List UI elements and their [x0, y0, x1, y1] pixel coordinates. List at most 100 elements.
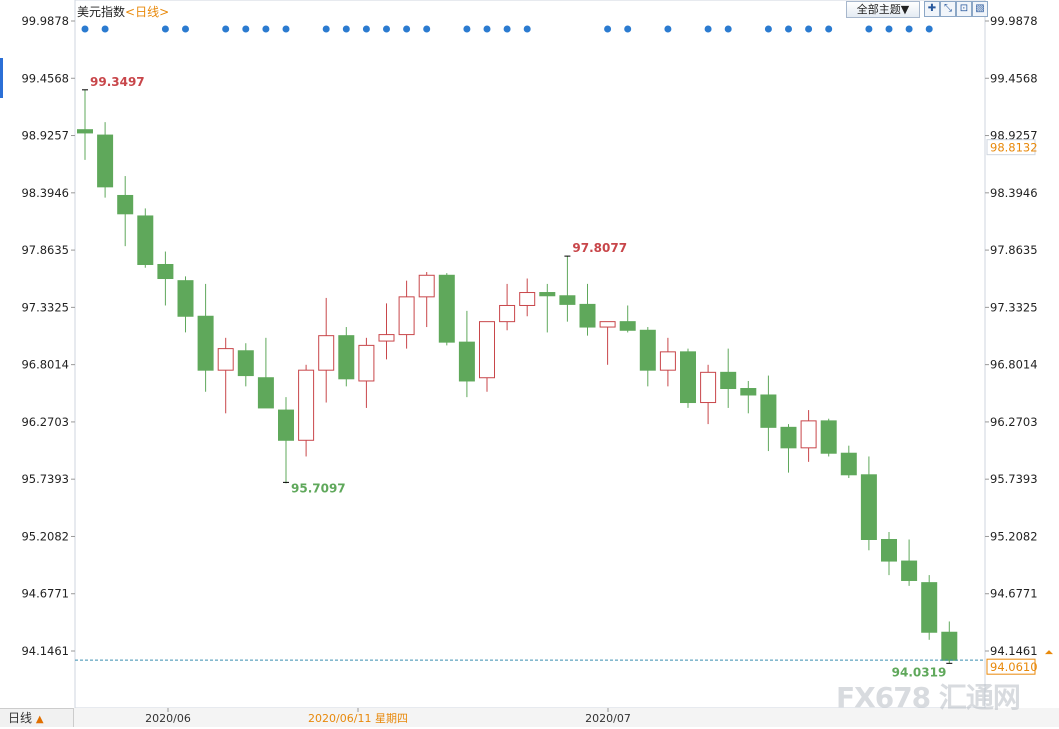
- candle-body: [117, 194, 134, 215]
- current-price-label: 94.0610: [990, 660, 1038, 674]
- event-dot[interactable]: [925, 25, 933, 33]
- event-dot[interactable]: [342, 25, 350, 33]
- candle-body: [278, 409, 294, 441]
- watermark-logo: FX678 汇通网: [836, 681, 1021, 714]
- y-tick-label-right: 98.9257: [990, 129, 1038, 143]
- event-dot[interactable]: [503, 25, 511, 33]
- candle-body: [157, 263, 174, 280]
- event-dot[interactable]: [785, 25, 792, 33]
- period-toggle-button[interactable]: 日线 ▲: [0, 708, 74, 727]
- crosshair-icon[interactable]: ✚: [924, 1, 940, 17]
- event-dot[interactable]: [764, 25, 772, 33]
- time-label: 2020/07: [585, 712, 631, 725]
- y-tick-label-left: 96.8014: [21, 358, 69, 372]
- y-tick-label-left: 97.3325: [21, 300, 69, 314]
- fit-icon[interactable]: ⊡: [956, 1, 972, 17]
- candle-body: [619, 321, 636, 331]
- candle-body: [840, 452, 857, 476]
- y-tick-label-left: 97.8635: [21, 243, 69, 257]
- event-dot[interactable]: [885, 25, 893, 33]
- event-dot[interactable]: [242, 25, 250, 33]
- current-price-box: [986, 658, 1036, 675]
- last-low-label: 94.0319: [892, 665, 947, 679]
- y-tick-label-right: 97.3325: [990, 300, 1038, 314]
- candle-body: [881, 538, 897, 562]
- candle-body: [398, 296, 415, 336]
- candle-body: [941, 631, 958, 661]
- event-dot[interactable]: [523, 25, 531, 33]
- y-tick-label-right: 98.3946: [990, 186, 1038, 200]
- y-tick-label-right: 97.8635: [990, 243, 1038, 257]
- candle-body: [358, 344, 375, 382]
- event-dot[interactable]: [403, 25, 411, 33]
- compare-icon[interactable]: ▧: [972, 1, 988, 17]
- y-tick-label-left: 94.6771: [21, 587, 69, 601]
- y-tick-label-left: 99.4568: [21, 71, 69, 85]
- y-tick-label-right: 96.2703: [990, 415, 1038, 429]
- event-dot[interactable]: [322, 25, 330, 33]
- candle-body: [479, 321, 495, 379]
- candle-body: [257, 377, 274, 409]
- event-dot[interactable]: [704, 25, 712, 33]
- y-tick-label-right: 96.8014: [990, 358, 1038, 372]
- instrument-name: 美元指数: [77, 5, 126, 19]
- extreme-label: 99.3497: [90, 75, 145, 89]
- theme-selector-button[interactable]: 全部主题▼: [846, 1, 920, 18]
- event-dot[interactable]: [101, 25, 109, 33]
- candle-body: [780, 426, 797, 449]
- candle-body: [860, 474, 877, 540]
- candle-body: [97, 134, 114, 188]
- event-dot[interactable]: [905, 25, 913, 33]
- y-tick-label-right: 94.6771: [990, 587, 1038, 601]
- y-tick-label-left: 95.7393: [21, 472, 69, 486]
- candle-body: [318, 335, 335, 371]
- candle-body: [217, 348, 234, 371]
- event-dot[interactable]: [825, 25, 833, 33]
- event-dot[interactable]: [483, 25, 491, 33]
- period-label[interactable]: <日线>: [125, 5, 170, 19]
- candle-body: [901, 560, 918, 581]
- candle-body: [720, 371, 737, 390]
- candle-body: [519, 292, 536, 306]
- candle-body: [338, 335, 355, 380]
- time-label: 2020/06/11 星期四: [308, 712, 408, 725]
- candle-body: [820, 420, 837, 454]
- left-accent-bar: [0, 58, 3, 98]
- event-dot[interactable]: [604, 25, 612, 33]
- event-dot[interactable]: [222, 25, 230, 33]
- candle-body: [197, 315, 214, 371]
- event-dot[interactable]: [262, 25, 270, 33]
- event-dot[interactable]: [362, 25, 370, 33]
- event-dot[interactable]: [664, 25, 672, 33]
- event-dot[interactable]: [423, 25, 431, 33]
- y-tick-label-right: 99.4568: [990, 71, 1038, 85]
- event-dot[interactable]: [463, 25, 471, 33]
- candle-body: [740, 388, 757, 396]
- candle-body: [921, 582, 938, 633]
- event-dot[interactable]: [724, 25, 732, 33]
- candle-body: [458, 341, 475, 382]
- reference-price-label: 98.8132: [990, 141, 1038, 155]
- event-dot[interactable]: [805, 25, 813, 33]
- event-dot[interactable]: [182, 25, 189, 33]
- candle-body: [237, 350, 254, 377]
- event-dot[interactable]: [81, 25, 89, 33]
- candle-body: [659, 351, 676, 371]
- event-dot[interactable]: [161, 25, 169, 33]
- event-dot[interactable]: [624, 25, 632, 33]
- candle-body: [579, 303, 596, 328]
- event-dot[interactable]: [383, 25, 390, 33]
- event-dot[interactable]: [865, 25, 873, 33]
- event-dot[interactable]: [282, 25, 290, 33]
- candle-body: [760, 394, 777, 428]
- y-tick-label-left: 98.9257: [21, 129, 69, 143]
- candle-body: [298, 369, 315, 441]
- period-toggle-label: 日线: [8, 711, 33, 725]
- candle-body: [680, 351, 696, 404]
- candle-body: [559, 295, 576, 305]
- y-tick-label-left: 95.2082: [21, 529, 69, 543]
- candle-body: [438, 274, 455, 343]
- zoom-out-icon[interactable]: ⤡: [940, 1, 956, 17]
- candle-body: [177, 280, 194, 317]
